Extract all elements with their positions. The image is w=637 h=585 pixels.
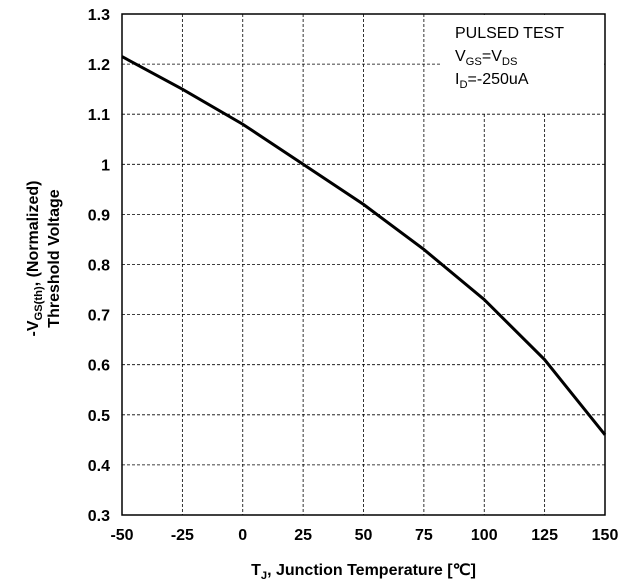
x-axis-label-part: T <box>251 562 261 579</box>
y-axis-label-sub: GS(th) <box>33 286 45 320</box>
annotation-part: V <box>455 48 466 65</box>
series-line <box>121 55 607 436</box>
x-tick-label: 50 <box>355 527 373 544</box>
y-axis-label-part: -V <box>25 320 42 336</box>
y-tick-label: 0.9 <box>88 207 110 224</box>
y-tick-label: 1 <box>101 157 110 174</box>
x-tick-label: 75 <box>415 527 433 544</box>
x-tick-label: -50 <box>110 527 133 544</box>
y-tick-label: 0.5 <box>88 408 110 425</box>
x-tick-label: -25 <box>171 527 194 544</box>
annotation: ID=-250uA <box>455 71 529 91</box>
y-tick-label: 0.6 <box>88 358 110 375</box>
x-tick-label: 100 <box>471 527 498 544</box>
y-tick-label: 0.8 <box>88 258 110 275</box>
y-tick-label: 0.7 <box>88 308 110 325</box>
y-tick-label: 1.1 <box>88 107 110 124</box>
y-tick-label: 0.3 <box>88 508 110 525</box>
x-axis-label-sub: J <box>261 570 267 582</box>
annotation-part: =V <box>482 48 502 65</box>
y-axis-label: Threshold Voltage <box>46 189 63 327</box>
annotation-part: =-250uA <box>468 71 529 88</box>
annotation-sub: D <box>459 79 467 91</box>
y-axis-label-part: Threshold Voltage <box>46 189 63 327</box>
y-axis-label: -VGS(th), (Normalized) <box>25 181 45 337</box>
x-tick-label: 25 <box>294 527 312 544</box>
x-axis-label: TJ, Junction Temperature [℃] <box>251 562 476 582</box>
x-axis-label-part: , Junction Temperature [℃] <box>267 562 476 579</box>
x-tick-label: 125 <box>531 527 558 544</box>
annotation-part: PULSED TEST <box>455 25 564 42</box>
annotation-sub: DS <box>502 56 518 68</box>
annotation: VGS=VDS <box>455 48 517 68</box>
y-tick-label: 0.4 <box>88 458 110 475</box>
annotation-part: I <box>455 71 459 88</box>
annotation-sub: GS <box>466 56 482 68</box>
annotation-box <box>440 15 604 113</box>
y-axis-label-part: , (Normalized) <box>25 181 42 287</box>
y-tick-label: 1.2 <box>88 57 110 74</box>
y-tick-label: 1.3 <box>88 7 110 24</box>
plot-frame <box>121 13 606 516</box>
x-tick-label: 0 <box>238 527 247 544</box>
x-tick-label: 150 <box>592 527 619 544</box>
annotation: PULSED TEST <box>455 25 564 42</box>
